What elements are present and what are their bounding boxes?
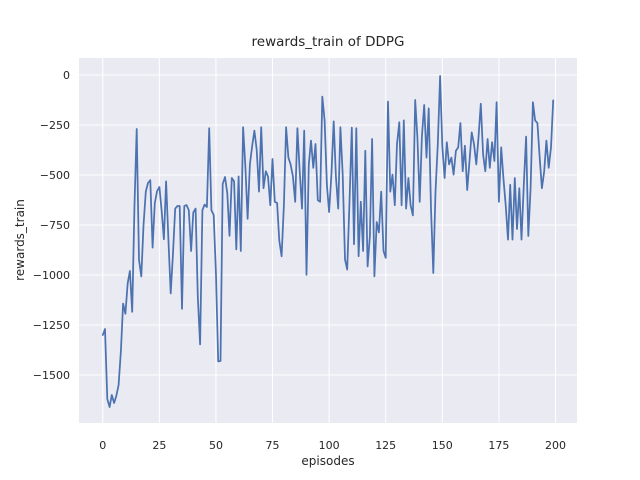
y-tick-label: −250 — [40, 119, 70, 132]
x-tick-label: 50 — [209, 439, 223, 452]
x-tick-label: 25 — [152, 439, 166, 452]
chart-title: rewards_train of DDPG — [251, 34, 405, 50]
y-tick-label: 0 — [63, 69, 70, 82]
y-axis-label: rewards_train — [13, 199, 27, 281]
x-tick-label: 0 — [99, 439, 106, 452]
x-axis-label: episodes — [301, 454, 355, 468]
series-line — [101, 75, 555, 408]
y-tick-label: −750 — [40, 219, 70, 232]
x-tick-label: 125 — [375, 439, 396, 452]
y-tick-label: −1000 — [33, 269, 70, 282]
x-tick-label: 150 — [432, 439, 453, 452]
y-tick-label: −1250 — [33, 319, 70, 332]
y-tick-label: −1500 — [33, 369, 70, 382]
x-tick-label: 175 — [488, 439, 509, 452]
y-tick-label: −500 — [40, 169, 70, 182]
x-tick-label: 200 — [545, 439, 566, 452]
x-tick-label: 100 — [319, 439, 340, 452]
axes-background — [79, 58, 577, 423]
x-tick-label: 75 — [266, 439, 280, 452]
